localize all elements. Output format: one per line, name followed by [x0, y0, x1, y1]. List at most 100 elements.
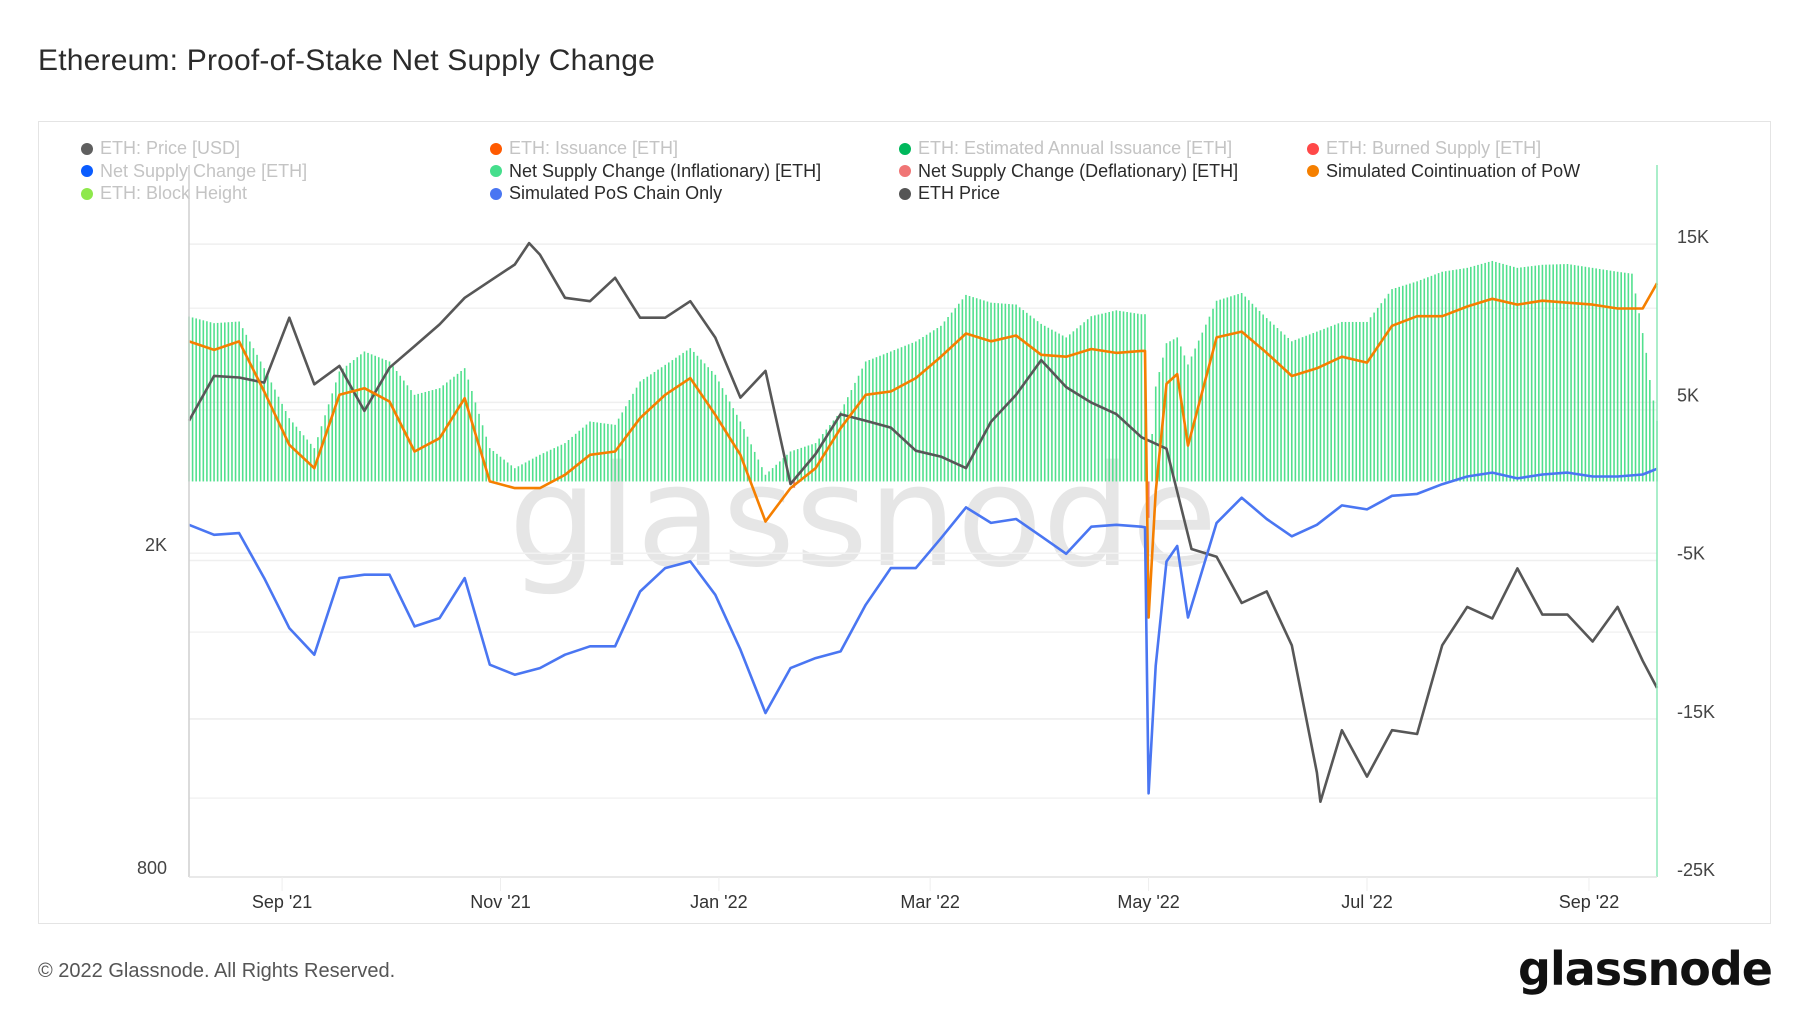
bar	[771, 468, 774, 482]
legend-dot-icon	[81, 187, 93, 200]
bar	[832, 420, 835, 482]
bar	[621, 412, 624, 482]
bar	[1280, 331, 1282, 482]
legend-item[interactable]: ETH: Block Height	[81, 183, 247, 204]
bar	[349, 362, 351, 482]
x-tick-label: Jan '22	[690, 892, 747, 912]
bar	[1416, 281, 1418, 482]
bar	[1033, 318, 1035, 482]
legend-item[interactable]: Simulated PoS Chain Only	[490, 183, 722, 204]
bar	[370, 354, 373, 482]
bar	[993, 302, 996, 482]
bar	[1276, 328, 1279, 482]
bar	[406, 385, 409, 482]
bar	[940, 325, 942, 482]
bar	[560, 444, 563, 482]
bar	[897, 348, 899, 482]
bar	[1641, 333, 1644, 482]
bar	[474, 402, 477, 482]
bar	[1129, 312, 1132, 482]
bar	[1316, 331, 1318, 482]
bar	[1133, 313, 1136, 482]
bar	[700, 359, 702, 482]
bar	[1333, 324, 1336, 482]
bar	[1516, 267, 1519, 482]
bar	[1172, 339, 1175, 482]
bar	[1452, 270, 1454, 482]
bar	[506, 462, 509, 482]
bar	[922, 336, 924, 482]
bar	[224, 322, 226, 482]
bar	[1287, 337, 1290, 482]
bar	[1262, 314, 1264, 482]
bar	[818, 438, 820, 482]
bar	[757, 459, 760, 482]
legend-item[interactable]: Net Supply Change (Deflationary) [ETH]	[899, 161, 1238, 182]
bar	[1523, 266, 1526, 482]
legend-item[interactable]: ETH: Burned Supply [ETH]	[1307, 138, 1541, 159]
legend-label: Simulated PoS Chain Only	[509, 183, 723, 203]
bar	[488, 448, 491, 482]
bar	[1649, 380, 1651, 482]
legend-dot-icon	[490, 187, 502, 200]
bar	[943, 321, 946, 482]
bar	[1602, 269, 1605, 482]
bar	[861, 368, 863, 482]
bar	[1588, 267, 1590, 482]
bar	[796, 449, 799, 482]
bar	[1219, 299, 1221, 482]
bar	[431, 390, 434, 482]
bar	[374, 355, 376, 482]
bar	[1348, 321, 1350, 482]
bar	[342, 368, 344, 482]
bar	[1312, 333, 1315, 482]
bar	[990, 302, 992, 482]
bar	[882, 354, 885, 482]
bar	[1631, 273, 1633, 482]
bar	[1355, 321, 1358, 482]
bar	[961, 299, 964, 482]
legend-item[interactable]: ETH: Price [USD]	[81, 138, 240, 159]
bar	[950, 312, 953, 482]
legend-item[interactable]: ETH: Issuance [ETH]	[490, 138, 678, 159]
bar	[438, 388, 441, 482]
bar	[1240, 293, 1243, 482]
bar	[778, 461, 781, 482]
legend-item[interactable]: ETH: Estimated Annual Issuance [ETH]	[899, 138, 1232, 159]
bar	[1273, 324, 1275, 482]
legend-item[interactable]: Simulated Cointinuation of PoW	[1307, 161, 1580, 182]
bar	[1545, 264, 1547, 482]
bar	[1115, 310, 1118, 482]
bar	[667, 362, 670, 482]
bar	[1104, 312, 1107, 482]
bar	[388, 361, 391, 482]
bar	[660, 367, 663, 482]
bar	[463, 368, 466, 482]
bar	[1623, 272, 1626, 482]
bar	[1237, 294, 1239, 482]
bar	[1466, 267, 1469, 482]
bar	[539, 454, 541, 482]
x-tick-label: Sep '21	[252, 892, 313, 912]
glassnode-logo[interactable]: glassnode	[1518, 942, 1773, 996]
bar	[1126, 312, 1128, 482]
bar	[954, 308, 957, 482]
bar	[696, 355, 699, 482]
bar	[220, 322, 223, 482]
bar	[753, 451, 756, 482]
bar	[263, 368, 265, 482]
legend-item[interactable]: ETH Price	[899, 183, 1000, 204]
bar	[1097, 314, 1100, 482]
legend-label: ETH: Estimated Annual Issuance [ETH]	[918, 138, 1233, 158]
bar	[646, 376, 649, 482]
bar	[1154, 386, 1157, 482]
bar	[292, 422, 294, 482]
bar	[635, 387, 638, 482]
legend-item[interactable]: Net Supply Change [ETH]	[81, 161, 307, 182]
bar	[932, 330, 935, 482]
bar	[1090, 316, 1093, 482]
bar	[983, 300, 985, 482]
bar	[1387, 293, 1390, 482]
legend-item[interactable]: Net Supply Change (Inflationary) [ETH]	[490, 161, 821, 182]
